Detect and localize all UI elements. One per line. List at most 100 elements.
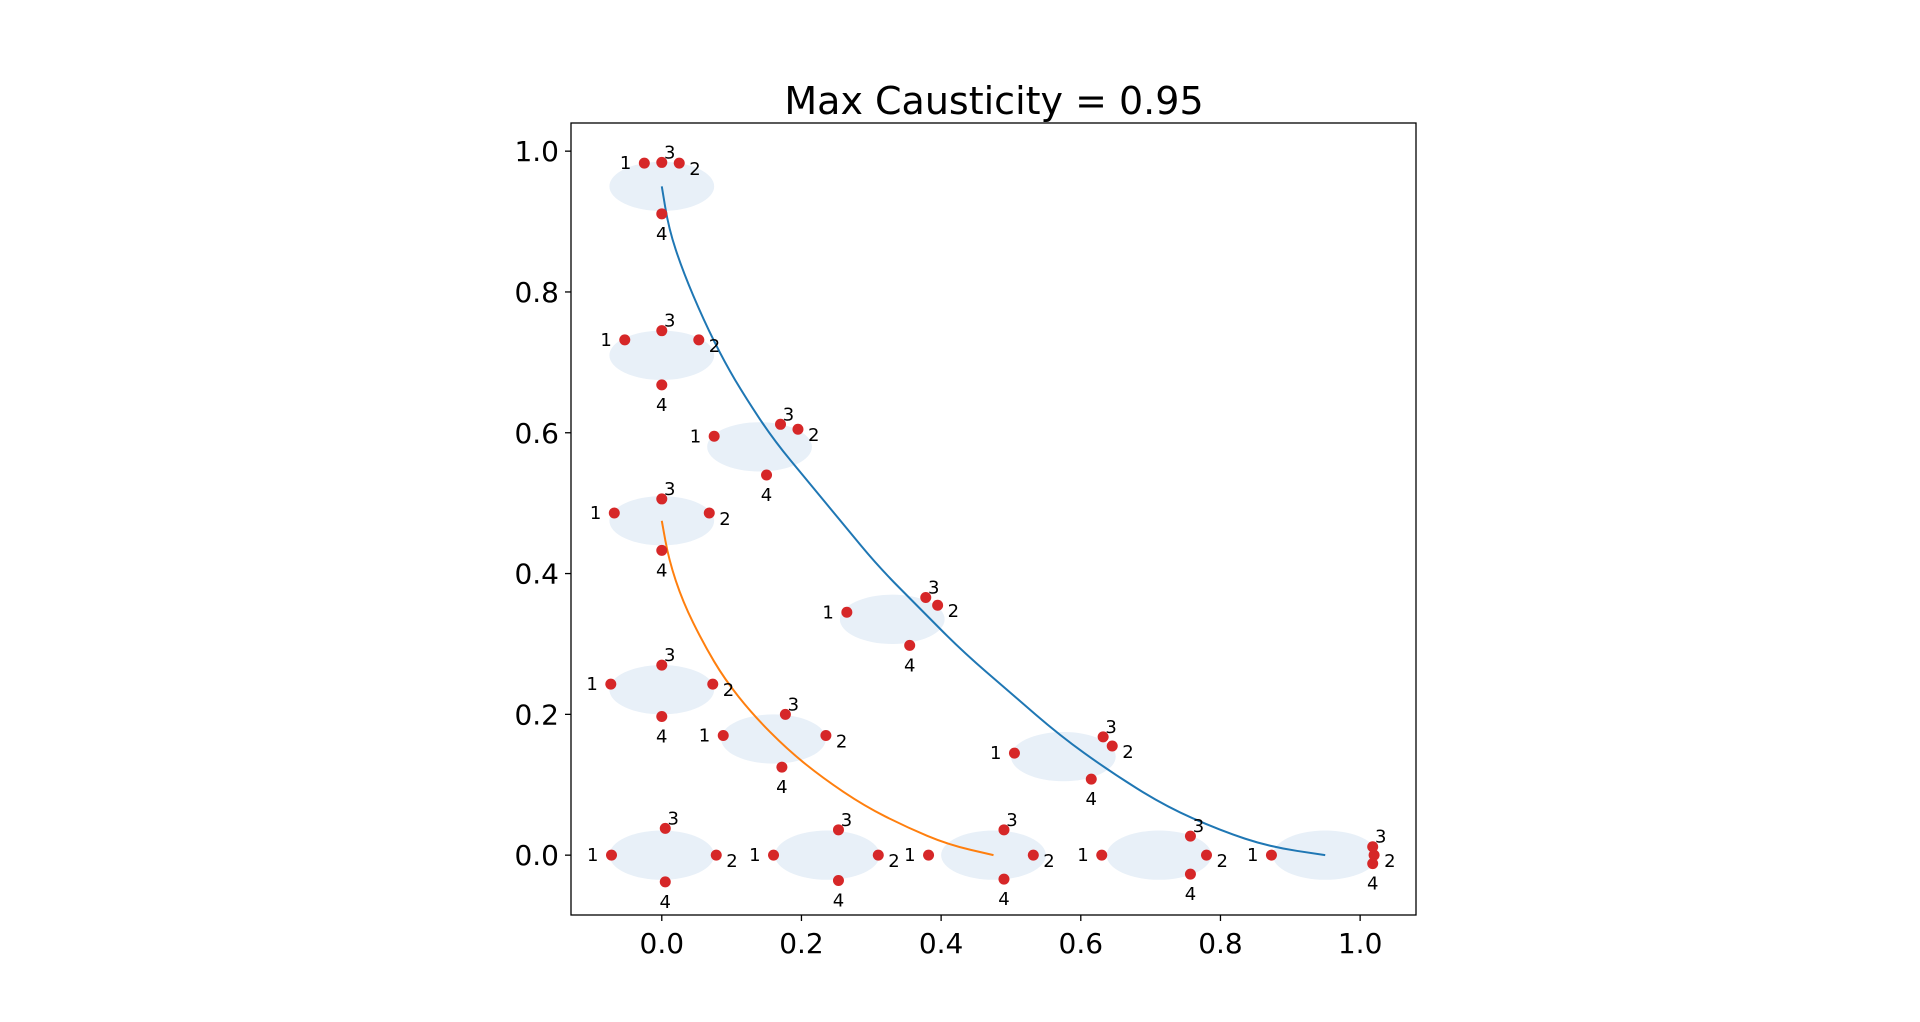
point-label: 4 [660,892,671,913]
data-point [1200,849,1212,861]
point-label: 4 [656,395,667,416]
point-label: 1 [690,426,701,447]
data-point [656,544,668,556]
data-point [998,824,1010,836]
ellipse-region [1010,731,1116,782]
point-label: 3 [1105,717,1116,738]
data-point [761,469,773,481]
point-label: 3 [664,311,675,332]
point-label: 3 [788,694,799,715]
point-label: 1 [904,845,915,866]
point-label: 4 [1367,874,1378,895]
point-label: 3 [664,479,675,500]
ellipse-region [839,594,945,644]
data-point [673,157,685,169]
data-point [768,849,780,861]
data-point [656,710,668,722]
point-label: 1 [587,845,598,866]
point-label: 2 [719,509,730,530]
x-tick-label: 0.0 [640,927,685,960]
point-label: 2 [709,336,720,357]
point-label: 2 [689,159,700,180]
data-point [656,156,668,168]
data-point [659,822,671,834]
point-label: 3 [783,404,794,425]
data-point [703,507,715,519]
ellipse-region [721,714,826,764]
point-label: 3 [664,142,675,163]
point-label: 2 [723,680,734,701]
data-point [656,659,668,671]
data-point [923,849,935,861]
data-point [792,423,804,435]
point-label: 1 [699,725,710,746]
axes-layer: 0.0 0.2 0.4 0.6 0.8 1.0 0.0 0.2 0.4 0.6 0.8 1.0 [514,122,1417,960]
data-point [606,849,618,861]
point-label: 4 [1185,884,1196,905]
data-point [1027,849,1039,861]
curve-layer [660,186,1326,857]
data-point [1106,740,1118,752]
data-point [708,430,720,442]
plot-frame [570,122,1417,916]
point-label: 1 [590,503,601,524]
point-label: 3 [841,810,852,831]
data-point [920,591,932,603]
point-label: 1 [1077,845,1088,866]
point-label: 2 [836,731,847,752]
point-label: 3 [1375,827,1386,848]
point-label: 4 [776,777,787,798]
y-tick-label: 1.0 [514,135,559,168]
data-point [1096,849,1108,861]
point-label: 2 [1122,742,1133,763]
x-tick-label: 0.8 [1198,927,1243,960]
x-tick-label: 1.0 [1338,927,1383,960]
data-point [1367,858,1379,870]
data-point [1265,849,1277,861]
x-tick-label: 0.6 [1059,927,1104,960]
data-point [656,208,668,220]
data-point [872,849,884,861]
point-label: 1 [620,153,631,174]
point-label: 4 [998,889,1009,910]
data-point [820,729,832,741]
y-tick-label: 0.8 [514,276,559,309]
point-label: 3 [1193,816,1204,837]
point-label: 4 [833,891,844,912]
data-point [659,876,671,888]
data-point [776,761,788,773]
data-point [1368,849,1380,861]
data-point [638,157,650,169]
data-point [841,606,853,618]
point-label: 1 [586,674,597,695]
point-label: 2 [948,601,959,622]
y-tick-label: 0.6 [514,417,559,450]
data-point [1097,731,1109,743]
point-label: 3 [668,808,679,829]
chart-title: Max Causticity = 0.95 [784,79,1203,123]
point-label: 2 [808,425,819,446]
ellipse-region [707,422,812,472]
data-point [656,325,668,337]
point-label: 4 [656,560,667,581]
data-point [832,824,844,836]
data-point [832,875,844,887]
point-label: 2 [1043,851,1054,872]
data-point [775,418,787,430]
point-label: 1 [600,330,611,351]
data-point [656,493,668,505]
ellipse-region [609,830,715,880]
point-label: 4 [761,485,772,506]
data-point [1184,868,1196,880]
data-point [904,639,916,651]
data-point [717,729,729,741]
point-label: 3 [664,645,675,666]
point-label: 4 [656,224,667,245]
x-tick-label: 0.2 [779,927,824,960]
point-label: 2 [888,851,899,872]
data-point [693,334,705,346]
point-label: 2 [726,851,737,872]
